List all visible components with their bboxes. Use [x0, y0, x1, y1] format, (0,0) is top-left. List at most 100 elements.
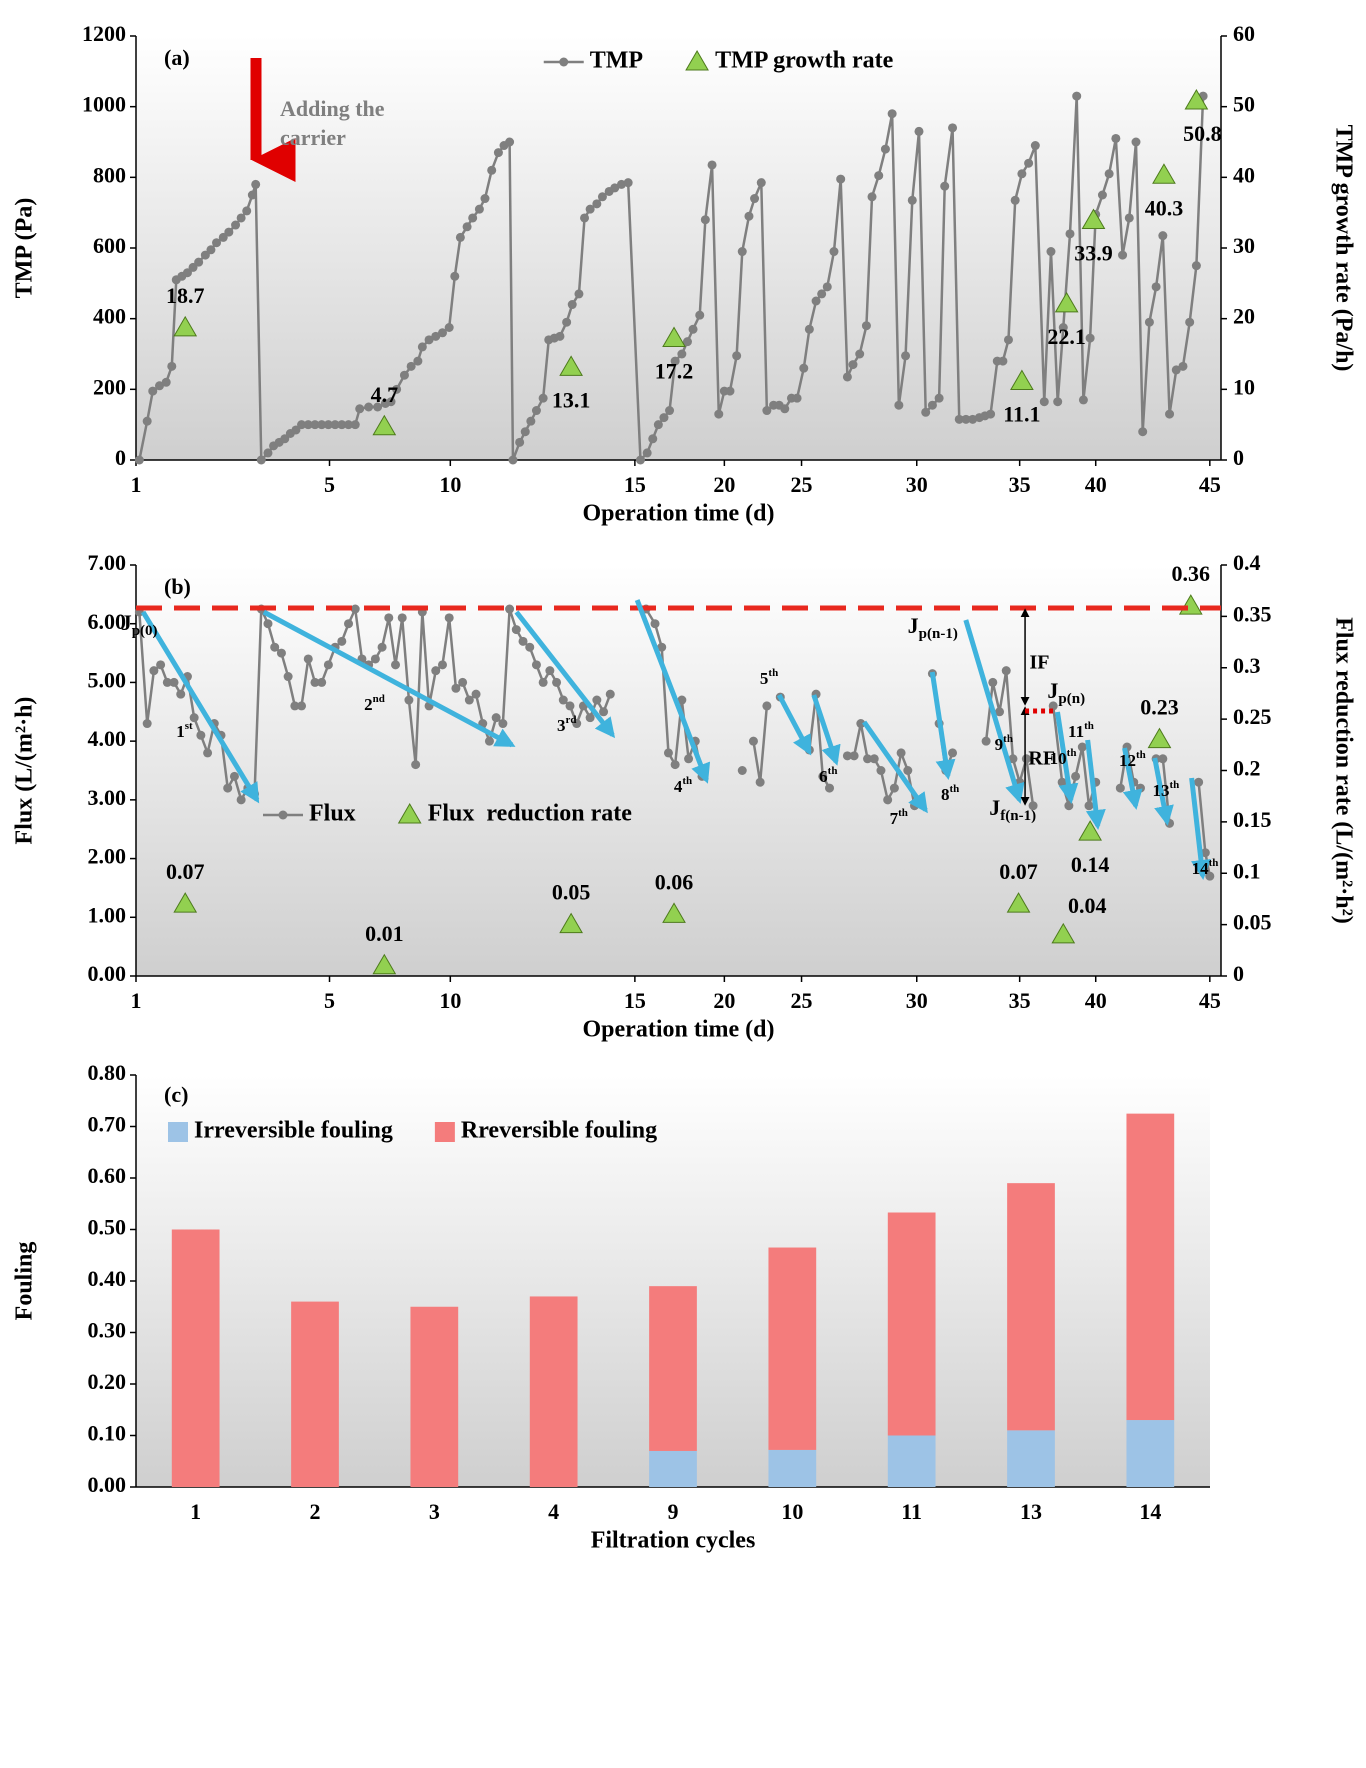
circle-marker	[792, 393, 802, 403]
bar-segment	[291, 1301, 339, 1487]
bar-segment	[887, 1435, 936, 1487]
circle-marker	[505, 137, 515, 147]
flux-subscript: f(n-1)	[1000, 808, 1036, 824]
circle-marker	[1191, 261, 1201, 271]
circle-marker	[836, 174, 846, 184]
circle-marker	[491, 713, 501, 723]
y-tick-label: 0.70	[88, 1112, 127, 1137]
y2-tick-label: 10	[1233, 374, 1255, 399]
circle-marker	[373, 402, 383, 412]
value-label: 0.36	[1172, 561, 1211, 586]
circle-marker	[914, 126, 924, 136]
circle-marker	[1028, 801, 1038, 811]
circle-marker	[1072, 91, 1082, 101]
y-tick-label: 6.00	[88, 609, 127, 634]
circle-marker	[1085, 333, 1095, 343]
circle-marker	[1046, 247, 1056, 257]
circle-marker	[780, 404, 790, 414]
circle-marker	[297, 701, 307, 711]
circle-marker	[684, 754, 694, 764]
circle-marker	[804, 324, 814, 334]
trend-arrow	[1085, 739, 1106, 830]
y2-tick-label: 0.4	[1233, 550, 1261, 575]
annotation: carrier	[280, 125, 346, 150]
circle-marker	[934, 393, 944, 403]
circle-marker	[545, 666, 555, 676]
circle-marker	[437, 328, 447, 338]
cycle-number: 9	[995, 735, 1004, 754]
legend-label: Irreversible fouling	[194, 1118, 393, 1144]
circle-marker	[493, 148, 503, 158]
circle-marker	[1097, 190, 1107, 200]
flux-subscript: p(n)	[1058, 691, 1085, 707]
circle-marker	[167, 361, 177, 371]
circle-marker	[1118, 250, 1128, 260]
circle-marker	[330, 420, 340, 430]
circle-marker	[903, 766, 913, 775]
x-tick-label: 5	[324, 472, 335, 497]
circle-marker	[883, 795, 893, 805]
cycle-suffix: th	[1067, 747, 1077, 759]
circle-marker	[829, 247, 839, 257]
legend-item: Irreversible fouling	[168, 1118, 393, 1144]
circle-marker	[236, 213, 246, 223]
value-label: 50.8	[1183, 121, 1222, 146]
circle-marker	[1115, 783, 1125, 793]
y-tick-label: 600	[93, 233, 126, 258]
x-tick-label: 20	[713, 988, 735, 1013]
x-tick-label: 45	[1199, 472, 1221, 497]
triangle-marker	[559, 912, 583, 934]
y-tick-label: 3.00	[88, 785, 127, 810]
flux-label: Jp(n-1)	[908, 613, 958, 642]
legend-item: Flux reduction rate	[397, 801, 632, 827]
circle-marker	[1144, 317, 1154, 327]
y-axis-label: Flux (L/(m²·h)	[12, 697, 38, 845]
circle-marker	[848, 360, 858, 370]
circle-marker	[399, 370, 409, 380]
circle-marker	[642, 448, 652, 458]
triangle-marker	[1147, 727, 1172, 749]
value-label: 40.3	[1145, 195, 1184, 220]
circle-marker	[1084, 801, 1094, 811]
trend-arrow	[514, 610, 616, 739]
circle-marker	[1008, 754, 1018, 764]
y-tick-label: 0.80	[88, 1060, 127, 1085]
cycle-number: 1	[176, 722, 185, 741]
circle-marker	[1030, 141, 1040, 151]
flux-label: Jf(n-1)	[989, 795, 1036, 824]
triangle-marker	[173, 315, 198, 337]
value-label: 33.9	[1074, 240, 1113, 265]
circle-marker	[580, 213, 590, 223]
circle-marker	[695, 310, 705, 320]
value-label: 0.07	[999, 859, 1038, 884]
flux-symbol: J	[121, 610, 132, 635]
circle-marker	[263, 448, 273, 458]
circle-marker	[278, 810, 288, 820]
circle-marker	[657, 642, 667, 652]
circle-marker	[200, 250, 210, 260]
circle-marker	[424, 335, 434, 345]
circle-marker	[1171, 365, 1181, 375]
circle-marker	[290, 701, 300, 711]
circle-marker	[303, 420, 313, 430]
x-axis-label: Operation time (d)	[583, 501, 775, 527]
y-tick-label: 4.00	[88, 726, 127, 751]
circle-marker	[677, 349, 687, 359]
circle-marker	[391, 660, 401, 670]
circle-marker	[623, 178, 633, 188]
value-label: 17.2	[655, 359, 694, 384]
legend-label: TMP	[590, 48, 643, 74]
circle-marker	[531, 406, 541, 416]
circle-marker	[310, 677, 320, 687]
circle-marker	[1001, 666, 1011, 676]
circle-marker	[350, 604, 360, 614]
x-tick-label: 25	[791, 988, 813, 1013]
y-tick-label: 1200	[82, 21, 126, 46]
y-tick-label: 400	[93, 304, 126, 329]
circle-marker	[229, 771, 239, 781]
circle-marker	[948, 123, 958, 133]
bar-segment	[768, 1449, 817, 1487]
cycle-suffix: st	[185, 720, 193, 732]
circle-marker	[665, 406, 675, 416]
